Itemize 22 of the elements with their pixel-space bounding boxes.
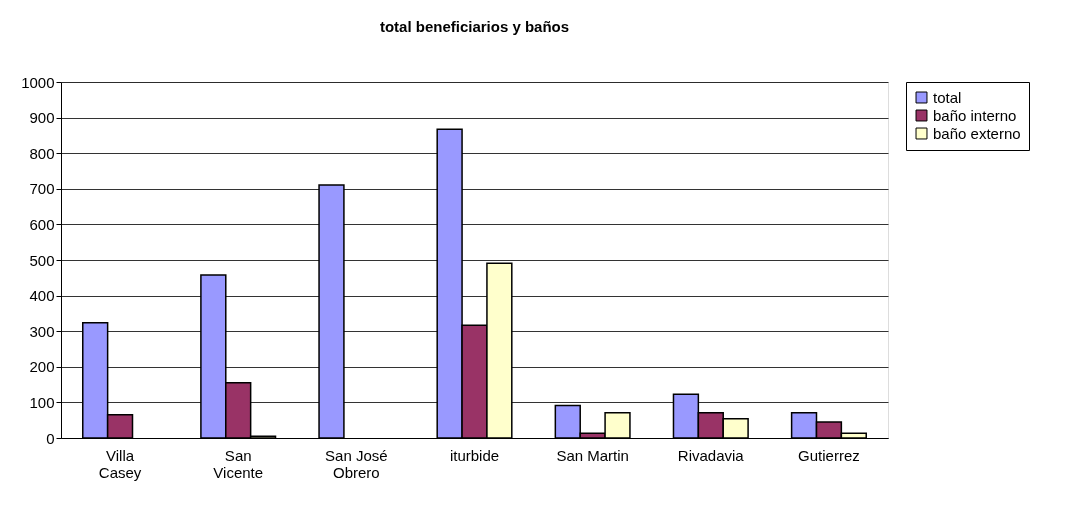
y-tick-label: 200 <box>29 358 55 376</box>
y-tick-label: 0 <box>46 429 55 447</box>
x-tick-label: Gutierrez <box>798 446 860 464</box>
y-tick-label: 800 <box>29 144 55 162</box>
x-tick-label: iturbide <box>449 446 500 464</box>
legend-label: total <box>933 88 962 106</box>
x-tick-label: Rivadavia <box>677 446 745 464</box>
legend-label: baño interno <box>933 106 1017 124</box>
x-tick-label: San José Obrero <box>325 446 388 481</box>
y-tick-label: 300 <box>29 322 55 340</box>
y-tick-label: 400 <box>29 287 55 305</box>
chart-title: total beneficiarios y baños <box>379 18 570 35</box>
x-tick-label: San Martin <box>556 446 629 464</box>
y-tick-label: 600 <box>29 215 55 233</box>
y-tick-label: 500 <box>29 251 55 269</box>
y-tick-label: 1000 <box>21 73 55 91</box>
y-tick-label: 100 <box>29 393 55 411</box>
x-tick-label: Villa Casey <box>98 446 142 481</box>
y-tick-label: 700 <box>29 180 55 198</box>
x-tick-label: San Vicente <box>213 446 264 481</box>
legend-label: baño externo <box>933 124 1021 142</box>
y-tick-label: 900 <box>29 109 55 127</box>
